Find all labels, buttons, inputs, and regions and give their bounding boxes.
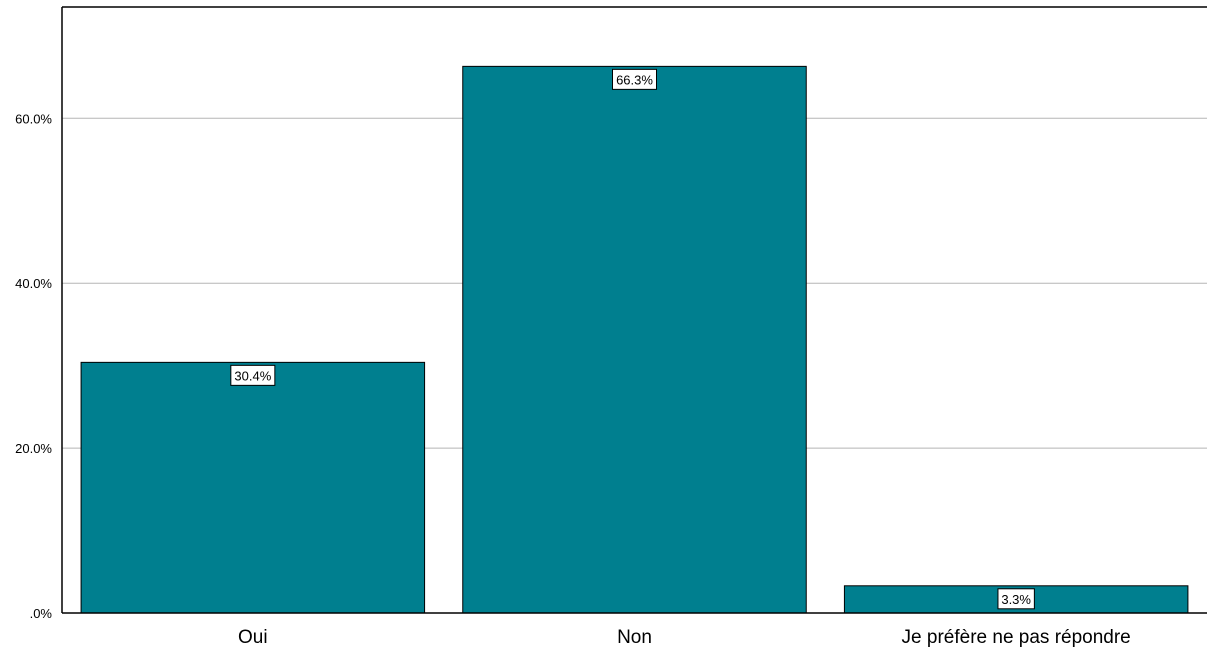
data-label-text: 30.4% [234, 368, 271, 383]
bar [462, 65, 807, 614]
data-label-box [612, 68, 657, 90]
bars [80, 65, 1189, 614]
y-tick-labels: .0% 20.0% 40.0% 60.0% [15, 111, 52, 621]
data-labels: 30.4% 66.3% 3.3% [230, 68, 1035, 610]
x-tick-label: Je préfère ne pas répondre [902, 627, 1131, 648]
y-tick-label: 20.0% [15, 441, 52, 456]
data-label-box [997, 588, 1035, 610]
x-tick-label: Non [617, 627, 652, 648]
data-label: 66.3% [612, 68, 657, 90]
y-tick-label: 40.0% [15, 276, 52, 291]
data-label-text: 3.3% [1001, 592, 1031, 607]
y-tick-label: 60.0% [15, 111, 52, 126]
y-tick-label: .0% [30, 606, 53, 621]
x-tick-labels: Oui Non Je préfère ne pas répondre [238, 627, 1131, 648]
plot-frame [61, 6, 1207, 614]
bar [80, 361, 426, 614]
data-label-text: 66.3% [616, 72, 653, 87]
data-label-box [230, 364, 276, 386]
data-label: 30.4% [230, 364, 276, 386]
x-tick-label: Oui [238, 627, 268, 648]
data-label: 3.3% [997, 588, 1035, 610]
